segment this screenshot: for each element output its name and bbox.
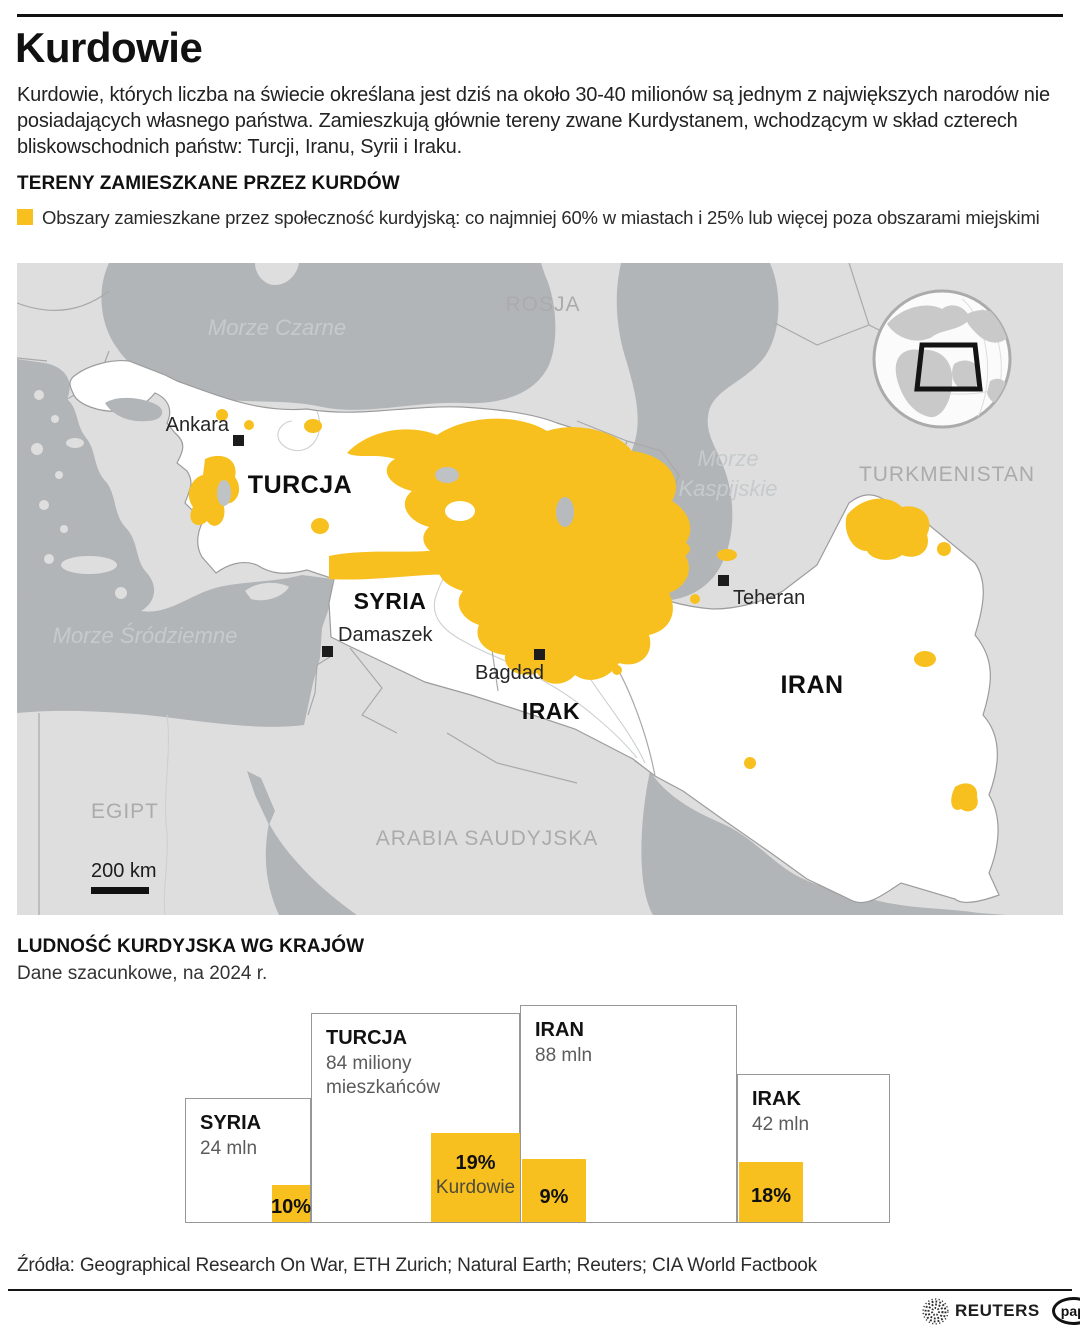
chart-bar-turkey: 19% Kurdowie xyxy=(431,1133,520,1222)
chart-bar-iran: 9% xyxy=(522,1159,586,1222)
scale-bar: 200 km xyxy=(91,860,157,894)
chart-country-population: 42 mln xyxy=(752,1114,810,1135)
top-rule xyxy=(17,14,1063,17)
intro-paragraph: Kurdowie, których liczba na świecie okre… xyxy=(17,84,1050,158)
egypt-label: EGIPT xyxy=(91,800,159,823)
red-sea xyxy=(265,823,357,915)
map-svg: 200 km Morze Czarne Morze Kaspijskie Mor… xyxy=(16,262,1063,916)
turkey-label: TURCJA xyxy=(248,471,352,499)
black-sea xyxy=(101,263,556,410)
percent-label-turkey: 19% xyxy=(455,1152,496,1174)
sources-text: Źródła: Geographical Research On War, ET… xyxy=(17,1255,817,1276)
reuters-wordmark: REUTERS xyxy=(955,1301,1040,1320)
legend-swatch xyxy=(17,209,33,225)
tehran-marker xyxy=(718,575,729,586)
percent-label-iran: 9% xyxy=(539,1186,569,1208)
baghdad-label: Bagdad xyxy=(475,662,544,684)
globe-inset xyxy=(872,289,1012,429)
lakes xyxy=(217,467,574,527)
crete-island xyxy=(61,556,117,574)
caspian-sea-label-1: Morze xyxy=(697,446,758,471)
cities: Ankara Damaszek Bagdad Teheran xyxy=(166,414,806,684)
mediterranean-sea xyxy=(17,575,333,727)
chart-subtitle: Dane szacunkowe, na 2024 r. xyxy=(17,963,268,984)
chart-country-name: SYRIA xyxy=(200,1112,262,1134)
chart-bar-syria: 10% xyxy=(270,1185,312,1222)
persian-gulf xyxy=(641,771,1007,915)
chart-country-name: TURCJA xyxy=(326,1027,408,1049)
chart-country-name: IRAN xyxy=(535,1019,584,1041)
khorasan-area xyxy=(845,498,930,560)
chart-bar-iraq: 18% xyxy=(739,1162,803,1222)
chart-country-population: 84 miliony mieszkańców xyxy=(326,1053,441,1098)
map-section-heading: TERENY ZAMIESZKANE PRZEZ KURDÓW xyxy=(17,173,400,194)
islands xyxy=(31,390,289,601)
ankara-marker xyxy=(233,435,244,446)
gulf-of-suez xyxy=(247,771,275,825)
iran-label: IRAN xyxy=(780,671,843,699)
chart-country-name: IRAK xyxy=(752,1088,801,1110)
marmara-sea xyxy=(105,397,163,422)
chart-country-population: 88 mln xyxy=(535,1045,593,1066)
footer-rule xyxy=(8,1289,1072,1291)
reuters-logo-icon xyxy=(922,1297,949,1325)
mediterranean-sea-label: Morze Śródziemne xyxy=(53,623,238,648)
chart-heading: LUDNOŚĆ KURDYJSKA WG KRAJÓW xyxy=(17,936,365,957)
credits: REUTERS pap xyxy=(922,1297,1080,1325)
kurdistan-map: 200 km Morze Czarne Morze Kaspijskie Mor… xyxy=(16,262,1063,916)
caspian-sea-label-2: Kaspijskie xyxy=(678,476,777,501)
tehran-label: Teheran xyxy=(733,587,805,609)
iraq-label: IRAK xyxy=(522,698,580,724)
scale-bar-rule xyxy=(91,887,149,894)
russia-label: ROSJA xyxy=(505,293,580,316)
black-sea-label: Morze Czarne xyxy=(208,315,346,340)
cyprus-island xyxy=(245,582,289,601)
kurds-label: Kurdowie xyxy=(435,1177,516,1198)
turkmenistan-label: TURKMENISTAN xyxy=(859,463,1035,486)
page-title: Kurdowie xyxy=(15,24,203,71)
pap-logo: pap xyxy=(1051,1297,1080,1325)
percent-label-iraq: 18% xyxy=(750,1185,792,1207)
syria-label: SYRIA xyxy=(354,588,427,614)
damascus-marker xyxy=(322,646,333,657)
aegean-sea xyxy=(17,359,155,611)
scale-label: 200 km xyxy=(91,860,157,882)
percent-label-syria: 10% xyxy=(270,1196,312,1218)
legend-text: Obszary zamieszkane przez społeczność ku… xyxy=(42,207,1040,228)
baghdad-marker xyxy=(534,649,545,660)
syria-border-strip xyxy=(329,550,522,580)
kurdish-areas xyxy=(188,409,978,812)
globe-focus-rectangle xyxy=(914,342,983,392)
damascus-label: Damaszek xyxy=(338,624,433,646)
chart-country-population: 24 mln xyxy=(200,1138,258,1159)
ankara-label: Ankara xyxy=(166,414,230,436)
pap-wordmark: pap xyxy=(1060,1303,1080,1319)
saudi-arabia-label: ARABIA SAUDYJSKA xyxy=(376,827,599,850)
